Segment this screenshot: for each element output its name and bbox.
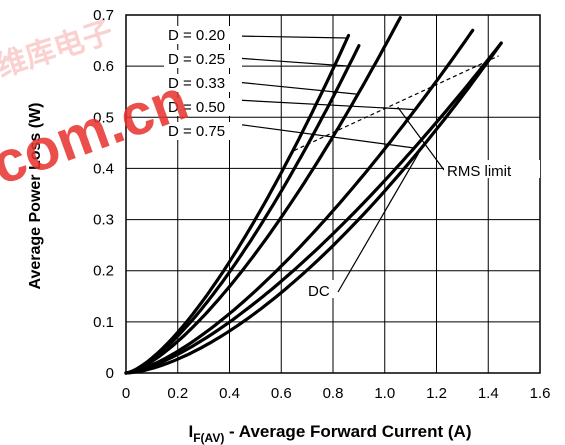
curve-label: D = 0.20 <box>168 27 225 44</box>
tick-labels: 0 0.2 0.4 0.6 0.8 1.0 1.2 1.4 1.6 0 0.1 0.2 0.3 0.4 0.… <box>93 7 550 402</box>
curve-label: D = 0.25 <box>168 51 225 68</box>
curves <box>124 16 503 375</box>
y-tick-label: 0.5 <box>93 109 114 126</box>
curve-label: D = 0.75 <box>168 123 225 140</box>
y-tick-label: 0.1 <box>93 314 114 331</box>
y-tick-label: 0.2 <box>93 263 114 280</box>
plot-frame <box>125 14 541 374</box>
y-tick-label: 0.7 <box>93 7 114 24</box>
curve-d-0-33 <box>124 16 402 375</box>
x-tick-label: 1.2 <box>426 385 447 402</box>
y-tick-label: 0 <box>106 365 114 382</box>
x-axis-title: IF(AV) - Average Forward Current (A) <box>188 422 471 445</box>
rms-limit-dashed-line <box>293 55 499 152</box>
x-tick-label: 0.4 <box>219 385 240 402</box>
curve-label: D = 0.50 <box>168 99 225 116</box>
curve-d-0-75 <box>124 41 503 375</box>
curve-labels: D = 0.20 D = 0.25 D = 0.33 D = 0.50 D = 0.75… <box>164 26 540 300</box>
rms-limit-line <box>293 55 499 152</box>
x-axis-title-text: - Average Forward Current (A) <box>224 422 471 441</box>
curve-label-background <box>164 26 242 44</box>
y-tick-label: 0.6 <box>93 58 114 75</box>
x-tick-label: 0 <box>122 385 130 402</box>
curve-label-leader <box>235 99 416 111</box>
dc-label-background <box>306 280 336 298</box>
dc-label-leader <box>337 153 419 293</box>
x-tick-label: 1.0 <box>374 385 395 402</box>
curve-label-background <box>164 74 242 92</box>
x-tick-label: 0.2 <box>167 385 188 402</box>
x-axis-title-symbol: I <box>188 422 193 441</box>
y-tick-label: 0.4 <box>93 160 114 177</box>
x-axis-title-subscript: F(AV) <box>193 431 224 445</box>
curve-d-0-25 <box>124 44 361 375</box>
curve-dc <box>124 41 503 375</box>
curve-label-background <box>164 98 242 116</box>
watermark-text: com.cn <box>0 67 196 198</box>
curve-label-leader <box>235 123 415 149</box>
curve-label-leader <box>235 35 348 39</box>
curve-label-leader <box>235 81 358 95</box>
x-tick-label: 0.6 <box>271 385 292 402</box>
x-tick-label: 1.4 <box>478 385 499 402</box>
x-tick-label: 1.6 <box>530 385 551 402</box>
curve-label: D = 0.33 <box>168 75 225 92</box>
rms-limit-label: RMS limit <box>447 163 512 180</box>
y-axis-title: Average Power Loss (W) <box>27 102 44 289</box>
y-tick-label: 0.3 <box>93 212 114 229</box>
curve-label-leader <box>235 57 349 67</box>
rms-label-background <box>444 160 540 178</box>
label-leaders <box>235 35 445 293</box>
curve-label-background <box>164 122 242 140</box>
rms-label-leader <box>397 106 445 171</box>
curve-label-background <box>164 50 242 68</box>
curve-label-dc: DC <box>308 283 330 300</box>
curve-d-0-20 <box>124 33 351 375</box>
x-tick-label: 0.8 <box>323 385 344 402</box>
